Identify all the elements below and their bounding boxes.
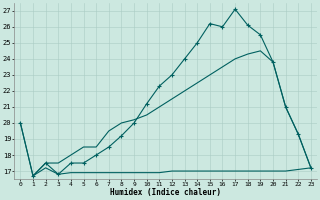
X-axis label: Humidex (Indice chaleur): Humidex (Indice chaleur) bbox=[110, 188, 221, 197]
